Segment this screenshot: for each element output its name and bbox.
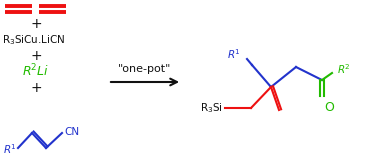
Text: R$^2$: R$^2$ — [337, 62, 350, 76]
Text: R$_3$SiCu.LiCN: R$_3$SiCu.LiCN — [2, 33, 65, 47]
Text: +: + — [30, 49, 42, 63]
Text: R$_3$Si: R$_3$Si — [200, 101, 223, 115]
Text: +: + — [30, 17, 42, 31]
Text: O: O — [324, 101, 334, 114]
Text: CN: CN — [64, 127, 79, 137]
Text: "one-pot": "one-pot" — [118, 64, 172, 74]
Text: R$^1$: R$^1$ — [3, 142, 16, 156]
Text: R$^1$: R$^1$ — [227, 47, 240, 61]
Text: +: + — [30, 81, 42, 95]
Text: R$^2$Li: R$^2$Li — [22, 63, 49, 79]
